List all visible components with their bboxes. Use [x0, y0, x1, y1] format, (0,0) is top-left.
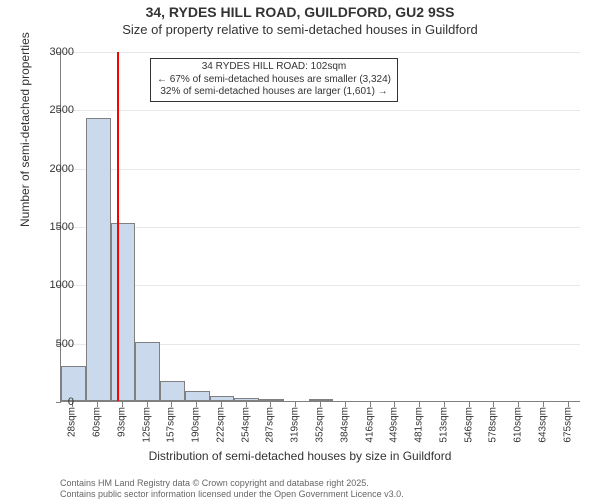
footer-line2: Contains public sector information licen…	[60, 489, 404, 500]
chart-title-line2: Size of property relative to semi-detach…	[0, 22, 600, 37]
chart-container: 28sqm60sqm93sqm125sqm157sqm190sqm222sqm2…	[60, 52, 580, 432]
ytick-label: 2000	[34, 163, 74, 175]
xtick-label: 125sqm	[141, 407, 152, 443]
property-marker-line	[117, 52, 119, 401]
histogram-bar	[111, 223, 136, 402]
xtick-label: 190sqm	[191, 407, 202, 443]
x-axis-label: Distribution of semi-detached houses by …	[0, 449, 600, 463]
xtick-label: 319sqm	[290, 407, 301, 443]
xtick-label: 222sqm	[215, 407, 226, 443]
chart-title-line1: 34, RYDES HILL ROAD, GUILDFORD, GU2 9SS	[0, 4, 600, 20]
xtick-label: 416sqm	[364, 407, 375, 443]
histogram-bar	[86, 118, 111, 402]
xtick-label: 481sqm	[414, 407, 425, 443]
xtick-label: 610sqm	[513, 407, 524, 443]
histogram-bar	[234, 398, 259, 402]
plot-area	[60, 52, 580, 402]
xtick-label: 513sqm	[438, 407, 449, 443]
annotation-line3: 32% of semi-detached houses are larger (…	[157, 86, 391, 99]
marker-annotation: 34 RYDES HILL ROAD: 102sqm ← 67% of semi…	[150, 58, 398, 102]
ytick-label: 0	[34, 396, 74, 408]
histogram-bar	[309, 399, 334, 401]
gridline	[61, 110, 580, 111]
xtick-label: 60sqm	[92, 407, 103, 437]
xtick-label: 254sqm	[240, 407, 251, 443]
gridline	[61, 227, 580, 228]
gridline	[61, 285, 580, 286]
ytick-label: 500	[34, 338, 74, 350]
annotation-line1: 34 RYDES HILL ROAD: 102sqm	[157, 61, 391, 74]
xtick-label: 352sqm	[315, 407, 326, 443]
xtick-label: 675sqm	[562, 407, 573, 443]
ytick-label: 2500	[34, 104, 74, 116]
ytick-label: 1500	[34, 221, 74, 233]
footer-line1: Contains HM Land Registry data © Crown c…	[60, 478, 404, 489]
histogram-bar	[210, 396, 235, 401]
xtick-label: 546sqm	[463, 407, 474, 443]
xtick-label: 643sqm	[537, 407, 548, 443]
y-axis-label: Number of semi-detached properties	[18, 32, 32, 227]
xtick-label: 28sqm	[67, 407, 78, 437]
xtick-label: 578sqm	[488, 407, 499, 443]
gridline	[61, 169, 580, 170]
footer-attribution: Contains HM Land Registry data © Crown c…	[60, 478, 404, 500]
xtick-label: 157sqm	[166, 407, 177, 443]
xtick-label: 93sqm	[116, 407, 127, 437]
ytick-label: 3000	[34, 46, 74, 58]
xtick-label: 384sqm	[339, 407, 350, 443]
histogram-bar	[160, 381, 185, 401]
annotation-line2: ← 67% of semi-detached houses are smalle…	[157, 74, 391, 87]
xtick-label: 449sqm	[389, 407, 400, 443]
gridline	[61, 52, 580, 53]
ytick-label: 1000	[34, 279, 74, 291]
histogram-bar	[135, 342, 160, 402]
histogram-bar	[185, 391, 210, 402]
xtick-label: 287sqm	[265, 407, 276, 443]
histogram-bar	[259, 399, 284, 401]
